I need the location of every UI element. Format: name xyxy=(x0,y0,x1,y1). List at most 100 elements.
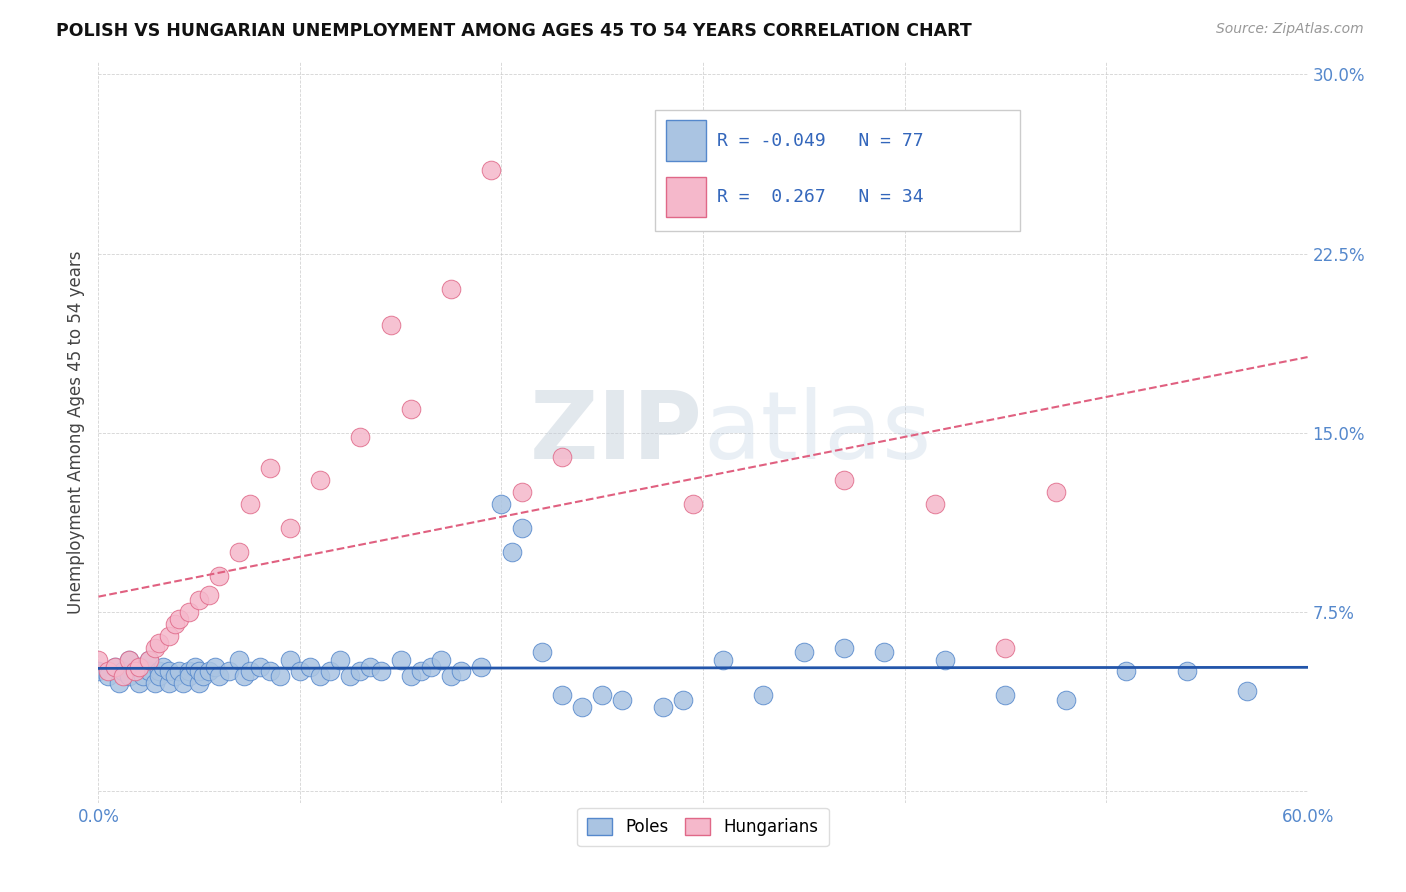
Point xyxy=(143,676,166,690)
Point xyxy=(1236,683,1258,698)
Point xyxy=(672,693,695,707)
Point xyxy=(1054,693,1077,707)
Point xyxy=(299,659,322,673)
Point xyxy=(409,665,432,679)
Point xyxy=(339,669,361,683)
Point xyxy=(167,612,190,626)
Point xyxy=(148,665,170,679)
Text: POLISH VS HUNGARIAN UNEMPLOYMENT AMONG AGES 45 TO 54 YEARS CORRELATION CHART: POLISH VS HUNGARIAN UNEMPLOYMENT AMONG A… xyxy=(56,22,972,40)
Point xyxy=(994,640,1017,655)
Point xyxy=(172,676,194,690)
Point xyxy=(188,592,211,607)
Text: Source: ZipAtlas.com: Source: ZipAtlas.com xyxy=(1216,22,1364,37)
Point xyxy=(163,616,186,631)
Point xyxy=(184,659,207,673)
Point xyxy=(157,629,180,643)
Point xyxy=(1115,665,1137,679)
Point xyxy=(510,521,533,535)
Point xyxy=(239,665,262,679)
Point xyxy=(591,689,613,703)
Point xyxy=(612,693,634,707)
Point xyxy=(430,652,453,666)
Point xyxy=(228,545,250,559)
Point xyxy=(399,401,422,416)
Point xyxy=(349,665,371,679)
Point xyxy=(124,665,146,679)
Point xyxy=(1045,485,1067,500)
Point xyxy=(128,659,150,673)
Point xyxy=(193,669,215,683)
Point xyxy=(128,659,150,673)
Point xyxy=(470,659,492,673)
Point xyxy=(370,665,392,679)
Point xyxy=(188,665,211,679)
Point xyxy=(87,665,110,679)
Point xyxy=(752,689,775,703)
Point xyxy=(288,665,311,679)
Point xyxy=(107,676,129,690)
Point xyxy=(924,497,946,511)
Point xyxy=(148,669,170,683)
Point xyxy=(218,665,240,679)
Point xyxy=(148,636,170,650)
Point xyxy=(103,659,125,673)
Point xyxy=(111,665,134,679)
Point xyxy=(309,669,332,683)
Point xyxy=(329,652,352,666)
Y-axis label: Unemployment Among Ages 45 to 54 years: Unemployment Among Ages 45 to 54 years xyxy=(66,251,84,615)
Point xyxy=(157,665,180,679)
Point xyxy=(152,659,174,673)
Point xyxy=(832,640,855,655)
Point xyxy=(380,318,402,333)
Point xyxy=(481,162,503,177)
Point xyxy=(198,665,221,679)
Point xyxy=(491,497,513,511)
Point xyxy=(651,700,673,714)
Point xyxy=(118,652,141,666)
Point xyxy=(349,430,371,444)
Point xyxy=(832,474,855,488)
Point xyxy=(138,665,160,679)
Point xyxy=(440,669,463,683)
Point xyxy=(450,665,472,679)
Point xyxy=(138,652,160,666)
Point xyxy=(239,497,262,511)
Point xyxy=(198,588,221,602)
Point xyxy=(360,659,382,673)
Point xyxy=(682,497,704,511)
Point xyxy=(118,652,141,666)
Point xyxy=(179,665,201,679)
Point xyxy=(259,461,281,475)
Point xyxy=(711,652,734,666)
Point xyxy=(132,669,155,683)
Point xyxy=(179,669,201,683)
Point xyxy=(269,669,291,683)
Point xyxy=(389,652,412,666)
Text: ZIP: ZIP xyxy=(530,386,703,479)
Point xyxy=(440,282,463,296)
Point xyxy=(309,474,332,488)
Point xyxy=(111,669,134,683)
Point xyxy=(510,485,533,500)
Point xyxy=(278,652,301,666)
Point xyxy=(103,659,125,673)
Legend: Poles, Hungarians: Poles, Hungarians xyxy=(578,808,828,847)
Point xyxy=(934,652,956,666)
Point xyxy=(571,700,593,714)
Point xyxy=(232,669,254,683)
Point xyxy=(138,652,160,666)
Point xyxy=(551,689,574,703)
Point xyxy=(420,659,443,673)
Point xyxy=(228,652,250,666)
Point xyxy=(118,669,141,683)
Point xyxy=(501,545,523,559)
Point xyxy=(204,659,226,673)
Point xyxy=(249,659,271,673)
Point xyxy=(188,676,211,690)
Point xyxy=(87,652,110,666)
Point xyxy=(167,665,190,679)
Point xyxy=(259,665,281,679)
Point xyxy=(1175,665,1198,679)
Point xyxy=(319,665,342,679)
Point xyxy=(208,569,231,583)
